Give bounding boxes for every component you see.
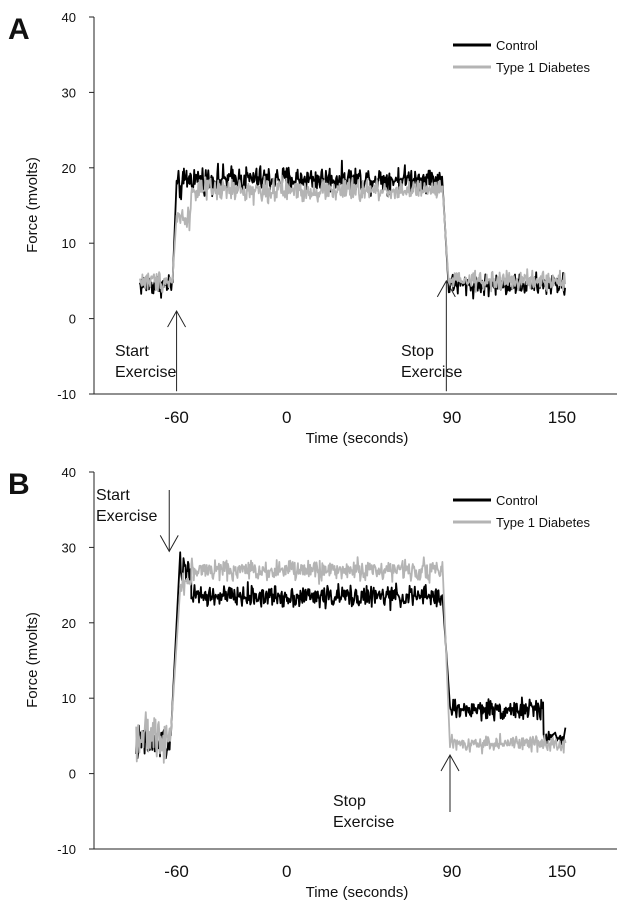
annotation-label: Exercise [401, 364, 462, 381]
panel-a-letter: A [8, 13, 30, 46]
panel-b-x-tick-label: 0 [282, 862, 291, 881]
panel-b-x-axis-title: Time (seconds) [306, 884, 409, 901]
panel-a-y-tick-label: 30 [62, 85, 76, 100]
annotation-arrowhead [159, 535, 179, 553]
panel-b-x-ticks: -60 0 90 150 [164, 862, 576, 881]
panel-b-y-ticks: -10 0 10 20 30 40 [57, 465, 94, 857]
annotation-arrowhead [436, 279, 456, 298]
panel-b-y-tick-label: 0 [69, 767, 76, 782]
panel-a-y-tick-label: 40 [62, 10, 76, 25]
panel-a-series [139, 159, 566, 300]
panel-a-x-tick-label: 90 [442, 408, 461, 427]
panel-b-series [135, 551, 567, 764]
panel-a-x-axis-title: Time (seconds) [306, 430, 409, 447]
panel-b-legend: Control Type 1 Diabetes [453, 493, 590, 530]
annotation-label: Start [96, 487, 130, 504]
panel-a-y-axis-title: Force (mvolts) [24, 157, 41, 253]
series-type-1-diabetes-line [135, 556, 567, 764]
panel-b-annotations: Start Exercise Stop Exercise [96, 487, 460, 831]
panel-a-legend: Control Type 1 Diabetes [453, 38, 590, 75]
panel-b-y-tick-label: 20 [62, 616, 76, 631]
legend-label-type-1-diabetes: Type 1 Diabetes [496, 515, 590, 530]
panel-b-letter: B [8, 468, 30, 501]
annotation-label: Exercise [96, 508, 157, 525]
annotation-label: Stop [401, 343, 434, 360]
panel-a-x-ticks: -60 0 90 150 [164, 408, 576, 427]
series-type-1-diabetes-line [139, 174, 566, 294]
panel-b-y-tick-label: 40 [62, 465, 76, 480]
annotation-label: Exercise [333, 814, 394, 831]
panel-a-x-tick-label: 150 [548, 408, 576, 427]
panel-a-x-tick-label: -60 [164, 408, 189, 427]
panel-b-x-tick-label: 150 [548, 862, 576, 881]
panel-b-y-tick-label: 30 [62, 540, 76, 555]
annotation-arrowhead [167, 310, 187, 328]
panel-a-y-tick-label: -10 [57, 387, 76, 402]
panel-b-x-tick-label: 90 [442, 862, 461, 881]
panel-a-y-ticks: -10 0 10 20 30 40 [57, 10, 94, 402]
series-control-line [135, 551, 567, 760]
annotation-arrowhead [440, 753, 460, 772]
legend-label-type-1-diabetes: Type 1 Diabetes [496, 60, 590, 75]
annotation-label: Exercise [115, 364, 176, 381]
legend-label-control: Control [496, 38, 538, 53]
panel-b-x-tick-label: -60 [164, 862, 189, 881]
legend-label-control: Control [496, 493, 538, 508]
panel-b-y-axis-title: Force (mvolts) [24, 612, 41, 708]
panel-a-y-tick-label: 0 [69, 312, 76, 327]
panel-a-annotations: Start Exercise Stop Exercise [115, 279, 462, 392]
panel-b-y-tick-label: -10 [57, 842, 76, 857]
annotation-label: Stop [333, 793, 366, 810]
panel-a-y-tick-label: 20 [62, 161, 76, 176]
panel-a-y-tick-label: 10 [62, 236, 76, 251]
panel-a-x-tick-label: 0 [282, 408, 291, 427]
panel-b-y-tick-label: 10 [62, 691, 76, 706]
annotation-label: Start [115, 343, 149, 360]
